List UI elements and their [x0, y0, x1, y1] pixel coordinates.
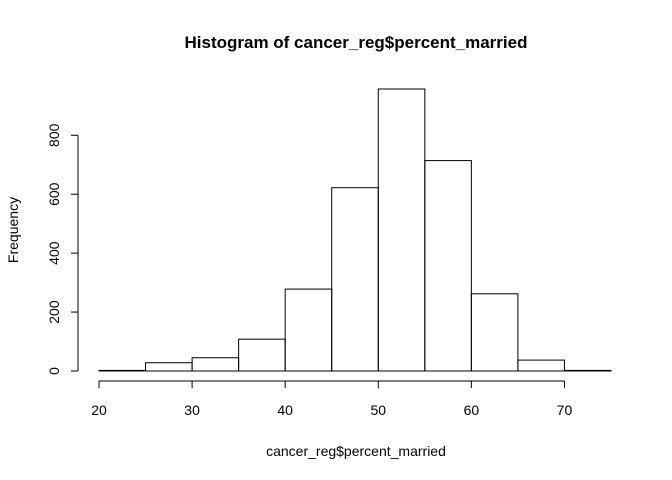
x-tick-label: 20 [91, 402, 107, 418]
x-ticks: 20 30 40 50 60 70 [91, 381, 572, 418]
x-axis-label: cancer_reg$percent_married [266, 443, 446, 459]
chart-title: Histogram of cancer_reg$percent_married [185, 33, 528, 52]
y-tick-label: 200 [46, 300, 62, 324]
histogram-bar-8 [470, 293, 519, 372]
y-tick-label: 400 [46, 241, 62, 265]
x-tick-label: 30 [184, 402, 200, 418]
x-tick-label: 40 [277, 402, 293, 418]
y-ticks: 0 200 400 600 800 [46, 123, 78, 375]
histogram-bar-5 [331, 187, 379, 372]
y-tick-label: 0 [46, 367, 62, 375]
histogram-bar-6 [377, 88, 426, 372]
y-tick-label: 800 [46, 123, 62, 147]
histogram-bar-0 [98, 369, 147, 372]
x-tick-label: 50 [370, 402, 386, 418]
histogram-bar-7 [424, 160, 472, 372]
histogram-bar-9 [517, 359, 565, 372]
histogram-bar-10 [563, 369, 612, 372]
y-axis: 0 200 400 600 800 [46, 123, 79, 375]
x-tick-label: 60 [464, 402, 480, 418]
x-axis: 20 30 40 50 60 70 [91, 380, 572, 418]
histogram-bar-4 [284, 288, 333, 372]
x-tick-label: 70 [557, 402, 573, 418]
histogram-bar-3 [238, 338, 286, 372]
y-tick-label: 600 [46, 182, 62, 206]
y-axis-label: Frequency [5, 197, 21, 263]
bars-group [98, 88, 612, 372]
histogram-bar-2 [191, 357, 240, 372]
histogram-bar-1 [145, 362, 193, 372]
